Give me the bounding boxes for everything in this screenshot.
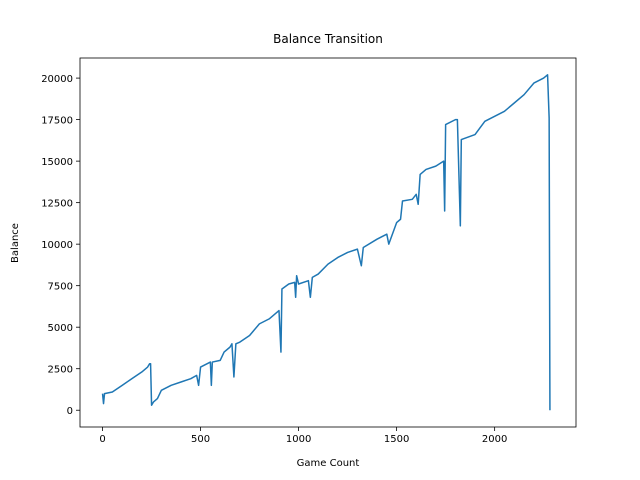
x-axis-label: Game Count [297, 458, 360, 469]
y-tick-label: 0 [67, 406, 73, 417]
y-tick-label: 15000 [41, 157, 73, 168]
y-tick-label: 2500 [48, 365, 73, 376]
x-tick-label: 1000 [286, 434, 311, 445]
chart-title: Balance Transition [273, 32, 383, 46]
y-tick-label: 10000 [41, 240, 73, 251]
y-tick-label: 20000 [41, 74, 73, 85]
y-axis-label: Balance [10, 223, 21, 263]
x-tick-label: 2000 [482, 434, 507, 445]
x-tick-label: 1500 [384, 434, 409, 445]
x-tick-label: 0 [99, 434, 105, 445]
y-tick-label: 12500 [41, 199, 73, 210]
y-tick-label: 7500 [48, 282, 73, 293]
y-tick-label: 17500 [41, 116, 73, 127]
plot-frame [79, 57, 577, 428]
line [101, 74, 551, 411]
y-tick-label: 5000 [48, 323, 73, 334]
x-tick-label: 500 [191, 434, 210, 445]
